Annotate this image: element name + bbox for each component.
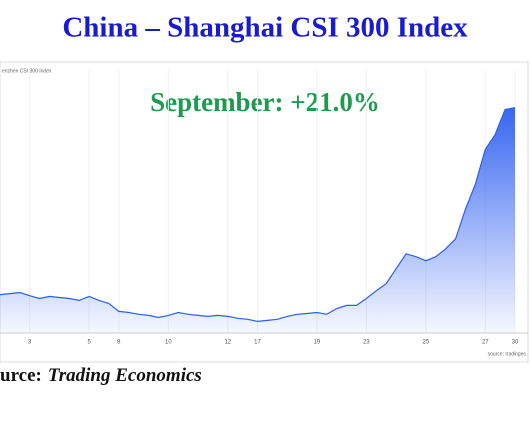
source: urce: Trading Economics [0,365,202,386]
source-name: Trading Economics [48,365,202,386]
x-tick-label: 25 [423,340,430,346]
annotation: September: +21.0% [150,87,380,117]
line [0,107,516,323]
x-tick-label: 23 [363,340,370,346]
chart-title: enzhen CSI 300 Index [2,68,52,74]
area [0,107,515,333]
slide-title: China – Shanghai CSI 300 Index [62,12,468,44]
chart-source: source: tradingec [488,351,527,357]
x-tick-label: 5 [87,340,91,346]
x-tick-label: 3 [28,340,32,346]
x-tick-label: 10 [165,340,172,346]
x-tick-label: 8 [117,340,121,346]
source-prefix: urce: [0,365,42,386]
x-tick-label: 19 [314,340,321,346]
x-tick-label: 30 [512,340,519,346]
x-tick-label: 12 [224,340,231,346]
x-tick-label: 27 [482,340,489,346]
x-tick-label: 17 [254,340,261,346]
